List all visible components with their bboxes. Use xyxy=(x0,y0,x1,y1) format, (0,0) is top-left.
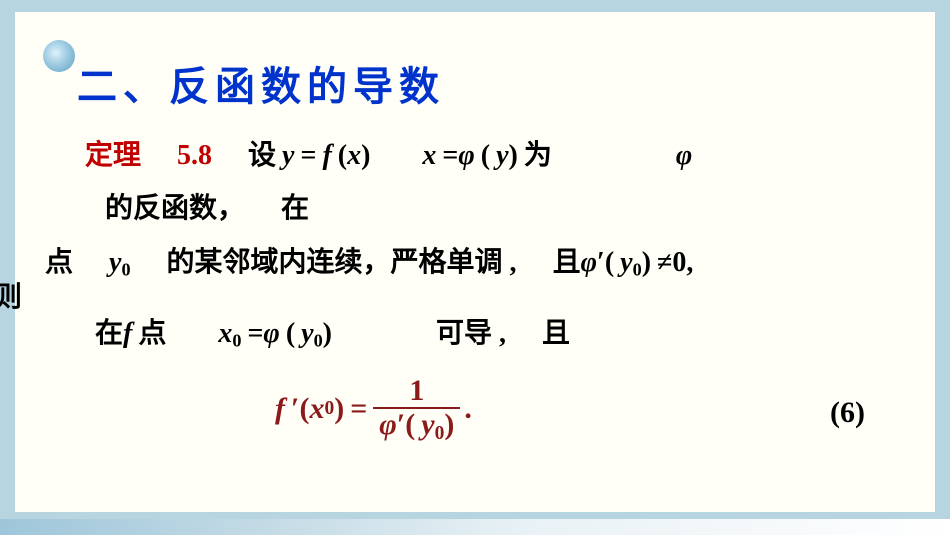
math: ) xyxy=(642,247,651,278)
math: ′ xyxy=(597,247,605,278)
math: , xyxy=(686,247,693,278)
formula-row: f′(x0) = 1 φ′(y0) . (6) xyxy=(25,376,925,446)
edge-char: 则 xyxy=(0,275,22,315)
math: f xyxy=(322,140,331,171)
math: 0 xyxy=(672,247,686,278)
math: ( xyxy=(405,408,415,441)
theorem-line-3: 点 y0 的某邻域内连续，严格单调 , 且φ′(y0)≠0, xyxy=(45,241,925,284)
math: φ xyxy=(379,408,397,441)
math: φ xyxy=(676,140,692,171)
math: = xyxy=(350,386,367,433)
theorem-number: 5.8 xyxy=(177,140,212,171)
math: y xyxy=(301,318,313,349)
text-span: 且 xyxy=(542,318,570,349)
math: ′ xyxy=(291,386,299,433)
math-sub: 0 xyxy=(232,331,241,351)
math: ≠ xyxy=(657,247,672,278)
math: y xyxy=(496,140,508,171)
math: y xyxy=(109,247,121,278)
math: ( xyxy=(605,247,614,278)
math: = xyxy=(247,318,263,349)
text-span: 在 xyxy=(281,193,309,224)
math: x xyxy=(218,318,232,349)
slide: 二、反函数的导数 定理 5.8 设y=f(x) x=φ(y)为 φ 的反函数， … xyxy=(15,12,935,512)
math: φ xyxy=(458,140,474,171)
fraction: 1 φ′(y0) xyxy=(373,376,460,443)
math: ( xyxy=(481,140,490,171)
math: y xyxy=(421,408,434,441)
bottom-gradient-bar xyxy=(0,519,950,535)
math-sub: 0 xyxy=(314,331,323,351)
theorem-line-2: 的反函数， 在 xyxy=(105,187,925,230)
math: ( xyxy=(286,318,295,349)
theorem-line-4: 在f点 x0=φ(y0) 可导 , 且 xyxy=(95,312,925,355)
math: ) xyxy=(444,408,454,441)
math: φ xyxy=(581,247,597,278)
math: f xyxy=(123,318,132,349)
math: ( xyxy=(338,140,347,171)
math: y xyxy=(620,247,632,278)
math-sub: 0 xyxy=(633,259,642,279)
math: ) xyxy=(323,318,332,349)
text-span: 为 xyxy=(524,140,552,171)
math: = xyxy=(442,140,458,171)
math: x xyxy=(347,140,361,171)
text-span: 的某邻域内连续，严格单调 , xyxy=(167,247,517,278)
math: ) xyxy=(509,140,518,171)
math: ( xyxy=(299,386,309,433)
text-span: 可导 , xyxy=(436,318,506,349)
fraction-denominator: φ′(y0) xyxy=(373,409,460,443)
text-span: 且 xyxy=(553,247,581,278)
main-formula: f′(x0) = 1 φ′(y0) . xyxy=(275,376,472,443)
math-sub: 0 xyxy=(435,422,445,443)
math: ) xyxy=(361,140,370,171)
text-span: 点 xyxy=(138,318,166,349)
bullet-icon xyxy=(43,40,75,72)
text-span: 设 xyxy=(248,140,276,171)
math: φ xyxy=(263,318,279,349)
math: = xyxy=(300,140,316,171)
text-span: 点 xyxy=(45,247,73,278)
math: ) xyxy=(334,386,344,433)
math: y xyxy=(282,140,294,171)
fraction-numerator: 1 xyxy=(403,376,430,407)
theorem-content: 定理 5.8 设y=f(x) x=φ(y)为 φ 的反函数， 在 点 y0 的某… xyxy=(25,134,925,446)
math: x xyxy=(422,140,436,171)
text-span: 的反函数， xyxy=(105,193,245,224)
theorem-label: 定理 xyxy=(85,140,141,171)
equation-number: (6) xyxy=(830,390,865,437)
math-sub: 0 xyxy=(324,394,334,424)
text-span: 在 xyxy=(95,318,123,349)
math: f xyxy=(275,386,285,433)
section-title: 二、反函数的导数 xyxy=(77,54,925,112)
math-sub: 0 xyxy=(121,259,130,279)
math: x xyxy=(309,386,324,433)
math: . xyxy=(464,386,472,433)
theorem-line-1: 定理 5.8 设y=f(x) x=φ(y)为 φ xyxy=(85,134,925,177)
